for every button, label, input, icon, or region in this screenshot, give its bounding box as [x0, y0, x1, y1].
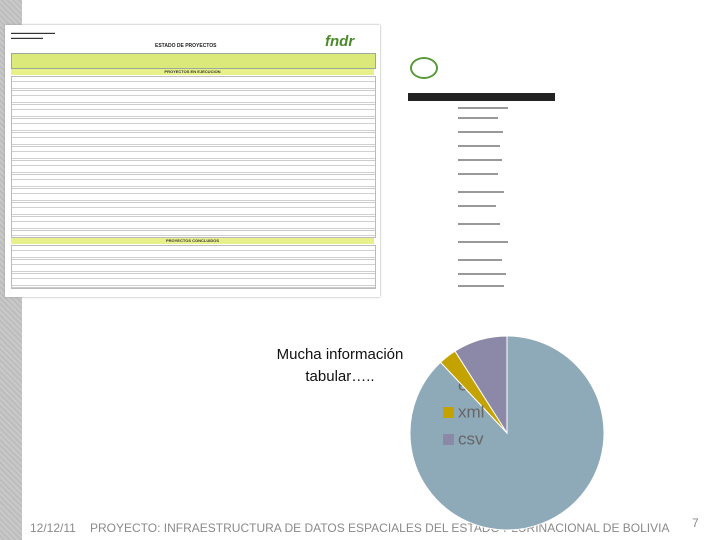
section-label: PROYECTOS EN EJECUCION: [11, 69, 374, 75]
line: [458, 145, 500, 147]
line: [458, 241, 508, 243]
line: [458, 107, 508, 109]
legend-label: xml: [458, 402, 484, 421]
pie-slice: [454, 335, 508, 435]
page-number: 7: [692, 516, 699, 530]
message-line: Mucha información: [276, 346, 404, 363]
web-image: [400, 45, 555, 300]
line: [458, 273, 506, 275]
message: Mucha información tabular…..: [250, 344, 430, 388]
message-line: tabular…..: [305, 368, 375, 385]
line: [458, 191, 504, 193]
legend-label: csv: [458, 429, 484, 448]
table-image: ▬▬▬▬▬▬▬▬▬▬▬ ▬▬▬▬▬▬▬▬ ESTADO DE PROYECTOS …: [5, 25, 380, 297]
legend-swatch: [443, 434, 454, 445]
legend-swatch: [443, 380, 454, 391]
menu-bar: [408, 93, 555, 101]
table-header: [11, 53, 376, 69]
line: [458, 285, 504, 287]
line: [458, 117, 498, 119]
doc-logo: fndr: [325, 33, 355, 50]
table-rows: [11, 245, 376, 289]
logo: [410, 57, 438, 79]
line: [458, 173, 498, 175]
legend-swatch: [443, 407, 454, 418]
table-rows: [11, 76, 376, 238]
line: [458, 205, 496, 207]
footer-date: 12/12/11: [30, 521, 76, 535]
line: [458, 223, 500, 225]
line: [458, 159, 502, 161]
line: [458, 259, 502, 261]
doc-header: ▬▬▬▬▬▬▬▬▬▬▬ ▬▬▬▬▬▬▬▬: [11, 30, 55, 40]
section-label: PROYECTOS CONCLUIDOS: [11, 238, 374, 244]
doc-title: ESTADO DE PROYECTOS: [155, 43, 217, 49]
line: [458, 131, 503, 133]
